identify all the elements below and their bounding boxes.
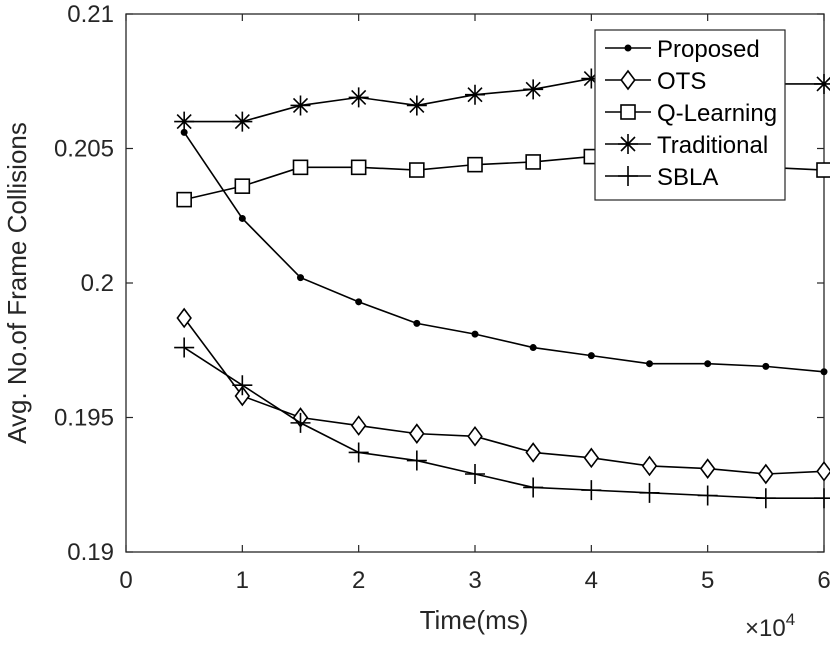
series-proposed [180, 128, 828, 376]
data-point-traditional [581, 68, 602, 89]
x-axis-multiplier-base: ×10 [745, 615, 786, 642]
data-point-ots [758, 463, 774, 485]
legend-label: Traditional [657, 132, 768, 159]
series-ots [176, 307, 830, 485]
legend-label: Proposed [657, 36, 760, 63]
data-point-ots [176, 307, 192, 329]
data-point-proposed [762, 362, 770, 370]
legend-item-traditional: Traditional [605, 132, 768, 159]
data-point-ots [816, 460, 830, 482]
data-point-sbla [814, 488, 830, 509]
data-point-traditional [465, 84, 485, 105]
data-point-proposed [471, 330, 479, 338]
data-point-proposed [238, 214, 246, 222]
data-point-q-learning [816, 162, 830, 178]
data-point-traditional [348, 87, 369, 108]
legend-item-ots: OTS [605, 68, 706, 95]
x-tick-label: 6 [817, 567, 830, 594]
data-point-q-learning [176, 191, 192, 208]
data-point-sbla [639, 482, 660, 503]
data-point-sbla [465, 463, 485, 484]
data-point-q-learning [350, 159, 367, 176]
axis-labels: Time(ms) Avg. No.of Frame Collisions ×10… [2, 122, 795, 642]
data-point-sbla [755, 488, 776, 509]
data-point-ots [350, 415, 367, 436]
legend-item-proposed: Proposed [605, 36, 760, 63]
data-point-proposed [587, 352, 595, 360]
data-point-sbla [581, 480, 602, 501]
legend-label: OTS [657, 68, 706, 95]
legend-marker [618, 166, 638, 186]
data-point-proposed [297, 274, 304, 282]
data-point-traditional [523, 79, 544, 100]
legend-label: Q-Learning [657, 100, 777, 127]
data-point-proposed [413, 319, 421, 327]
x-tick-label: 0 [119, 567, 132, 594]
data-point-sbla [697, 485, 718, 506]
data-point-ots [699, 458, 716, 479]
series-line-sbla [183, 346, 824, 500]
data-point-traditional [814, 73, 830, 94]
legend-label: SBLA [657, 164, 718, 191]
data-point-ots [641, 455, 658, 477]
data-point-traditional [406, 95, 427, 116]
data-point-sbla [348, 442, 369, 463]
data-point-q-learning [525, 154, 541, 170]
series-line-ots [183, 317, 825, 475]
data-point-proposed [704, 360, 712, 368]
legend-item-sbla: SBLA [605, 164, 718, 191]
legend-marker [620, 69, 636, 91]
data-point-traditional [174, 111, 195, 132]
series-line-proposed [183, 131, 825, 373]
x-tick-label: 2 [352, 567, 365, 594]
y-tick-label: 0.2 [81, 270, 114, 297]
legend-item-q-learning: Q-Learning [605, 100, 777, 127]
data-point-sbla [406, 450, 427, 471]
data-point-q-learning [234, 178, 251, 194]
data-point-sbla [290, 412, 311, 433]
data-point-ots [525, 442, 541, 463]
data-point-ots [467, 425, 483, 447]
legend-marker [624, 44, 632, 52]
data-point-traditional [232, 111, 253, 132]
data-point-proposed [646, 360, 653, 368]
x-tick-label: 1 [236, 567, 249, 594]
data-point-proposed [820, 368, 828, 376]
x-tick-label: 4 [585, 567, 598, 594]
data-point-ots [409, 423, 425, 444]
y-tick-label: 0.21 [67, 1, 114, 28]
data-point-q-learning [467, 156, 483, 173]
data-point-traditional [290, 95, 311, 116]
data-point-proposed [355, 298, 363, 306]
x-tick-label: 5 [701, 567, 714, 594]
y-tick-label: 0.195 [54, 405, 114, 432]
y-axis-label: Avg. No.of Frame Collisions [2, 122, 32, 444]
data-point-q-learning [292, 159, 309, 176]
series-sbla [174, 337, 830, 509]
data-point-ots [583, 447, 600, 469]
y-tick-label: 0.205 [54, 136, 114, 163]
data-point-ots [234, 385, 251, 407]
x-axis-label: Time(ms) [420, 605, 529, 635]
data-point-sbla [523, 477, 544, 498]
x-axis-multiplier-exponent: 4 [786, 610, 795, 629]
data-point-q-learning [409, 162, 425, 178]
axes: 0 1 2 3 4 5 6 0.19 0.195 0.2 0.205 0.21 [54, 1, 830, 594]
y-tick-label: 0.19 [67, 539, 114, 566]
x-tick-label: 3 [468, 567, 481, 594]
x-axis-multiplier: ×104 [745, 610, 795, 642]
legend-marker [618, 134, 638, 154]
legend-marker [620, 104, 636, 120]
data-point-sbla [232, 375, 253, 396]
legend: Proposed OTS Q-Learning Traditional SBLA [594, 29, 786, 201]
data-point-sbla [174, 337, 195, 358]
data-point-proposed [529, 344, 537, 352]
